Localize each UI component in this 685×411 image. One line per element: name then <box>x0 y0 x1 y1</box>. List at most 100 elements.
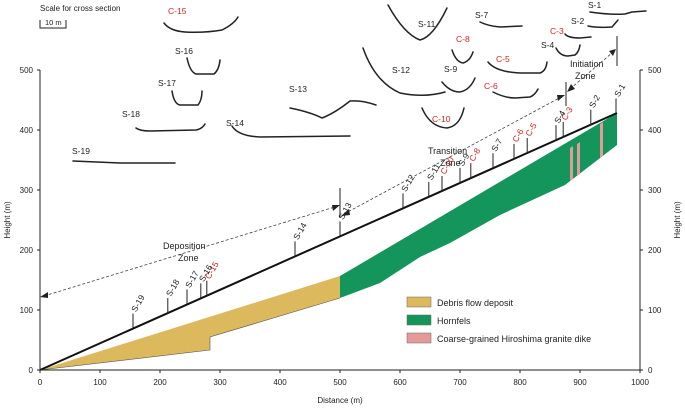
section-label-c10: C-10 <box>432 114 451 124</box>
legend: Debris flow deposit Hornfels Coarse-grai… <box>406 296 591 344</box>
granite-dike-2 <box>577 142 580 176</box>
cross-section-s12 <box>362 47 446 96</box>
initiation-zone-label-2: Zone <box>575 71 596 81</box>
legend-label-deposit: Debris flow deposit <box>437 298 514 308</box>
cross-section-s18 <box>135 123 206 132</box>
profile-label-s-13: S-13 <box>336 201 354 222</box>
profile-label-s-7: S-7 <box>489 137 504 154</box>
cross-section-labels: C-15 S-16 S-17 S-18 S-19 S-14 S-13 S-12 … <box>72 0 602 156</box>
transition-arrowhead-left <box>341 209 350 216</box>
deposition-arrowhead-right <box>332 205 340 211</box>
cross-section-s2 <box>587 19 619 29</box>
initiation-arrowhead-left <box>567 84 575 92</box>
y-axis-title-right: Height (m) <box>673 201 682 239</box>
transition-arrowhead-right <box>557 95 565 101</box>
legend-label-granite: Coarse-grained Hiroshima granite dike <box>437 334 591 344</box>
initiation-zone-arrow <box>569 51 614 90</box>
cross-section-c3 <box>564 33 592 39</box>
profile-label-s-1: S-1 <box>612 82 627 99</box>
section-label-c5: C-5 <box>496 54 510 64</box>
section-label-s1: S-1 <box>588 0 602 10</box>
granite-dike-3 <box>600 122 603 158</box>
transition-zone-arrow <box>343 95 564 215</box>
x-tick-label: 0 <box>38 378 43 387</box>
x-axis-ticks: 0 100 200 300 400 500 600 700 800 900 1000 <box>38 370 649 387</box>
debris-flow-deposit-layer <box>40 276 340 370</box>
y-axis-ticks: 0 0 100 100 200 200 300 300 400 400 500 500 <box>20 66 662 375</box>
granite-dike-1 <box>570 146 573 181</box>
profile-label-s-18: S-18 <box>164 277 182 298</box>
cross-section-s14 <box>231 125 351 138</box>
cross-section-s13 <box>289 100 377 119</box>
x-tick-label: 200 <box>153 378 167 387</box>
profile-label-c-5: C-5 <box>523 121 539 138</box>
zone-annotations: Initiation Zone Transition Zone Depositi… <box>40 36 618 298</box>
y-tick-label-right: 0 <box>648 366 653 375</box>
section-label-s13: S-13 <box>289 84 307 94</box>
initiation-zone-label-1: Initiation <box>570 59 604 69</box>
y-tick-label-left: 300 <box>20 186 34 195</box>
profile-label-c-6: C-6 <box>510 127 526 144</box>
cross-section-s16 <box>186 57 221 75</box>
section-label-s12: S-12 <box>392 65 410 75</box>
cross-section-s17 <box>171 90 203 106</box>
cross-section-s7 <box>479 21 523 28</box>
section-label-s9: S-9 <box>444 64 458 74</box>
section-label-s16: S-16 <box>175 46 193 56</box>
y-tick-label-right: 200 <box>648 246 662 255</box>
section-label-c15: C-15 <box>168 6 187 16</box>
x-tick-label: 700 <box>453 378 467 387</box>
cross-section-outlines <box>72 4 647 164</box>
y-tick-label-left: 100 <box>20 306 34 315</box>
ground-surface-line <box>39 112 618 371</box>
deposition-zone-arrow <box>43 205 339 297</box>
y-tick-label-right: 500 <box>648 66 662 75</box>
profile-section-labels: S-1S-2C-3S-4C-5C-6S-7C-8S-9C-10S-11S-12S… <box>129 82 627 329</box>
x-tick-label: 900 <box>573 378 587 387</box>
cross-section-s9 <box>441 77 476 93</box>
cross-section-c10 <box>421 107 465 129</box>
section-label-c8: C-8 <box>456 34 470 44</box>
transition-zone-label-1: Transition <box>428 146 467 156</box>
section-label-s2: S-2 <box>571 16 585 26</box>
section-label-s19: S-19 <box>72 146 90 156</box>
cross-section-s11 <box>387 4 448 41</box>
section-label-c3: C-3 <box>550 26 564 36</box>
section-label-s11: S-11 <box>418 19 436 29</box>
y-tick-label-left: 0 <box>29 366 34 375</box>
x-tick-label: 600 <box>393 378 407 387</box>
section-label-s4: S-4 <box>541 40 555 50</box>
section-label-s14: S-14 <box>226 118 244 128</box>
cross-section-c5 <box>487 61 548 74</box>
x-tick-label: 300 <box>213 378 227 387</box>
x-tick-label: 400 <box>273 378 287 387</box>
cross-section-c6 <box>492 88 539 99</box>
hornfels-layer <box>340 113 617 298</box>
cross-section-c8 <box>451 49 474 64</box>
section-label-s18: S-18 <box>122 109 140 119</box>
cross-section-s19 <box>72 160 176 164</box>
y-tick-label-left: 400 <box>20 126 34 135</box>
legend-swatch-granite <box>406 332 432 344</box>
section-label-c6: C-6 <box>484 81 498 91</box>
scale-bar <box>39 20 67 29</box>
y-axis-title-left: Height (m) <box>3 201 12 239</box>
cross-section-c15 <box>163 16 239 33</box>
y-tick-label-right: 300 <box>648 186 662 195</box>
deposition-zone-label-1: Deposition <box>163 241 206 251</box>
y-tick-label-right: 100 <box>648 306 662 315</box>
x-tick-label: 500 <box>333 378 347 387</box>
legend-swatch-hornfels <box>406 314 432 326</box>
bedrock-boundary-line <box>39 297 341 371</box>
x-tick-label: 100 <box>93 378 107 387</box>
section-label-s7: S-7 <box>475 10 489 20</box>
deposition-zone-label-2: Zone <box>178 253 199 263</box>
x-tick-label: 800 <box>513 378 527 387</box>
section-label-s17: S-17 <box>158 78 176 88</box>
legend-label-hornfels: Hornfels <box>437 316 471 326</box>
deposition-arrowhead-left <box>40 292 48 298</box>
profile-label-s-2: S-2 <box>587 93 602 110</box>
profile-label-s-19: S-19 <box>129 293 147 314</box>
